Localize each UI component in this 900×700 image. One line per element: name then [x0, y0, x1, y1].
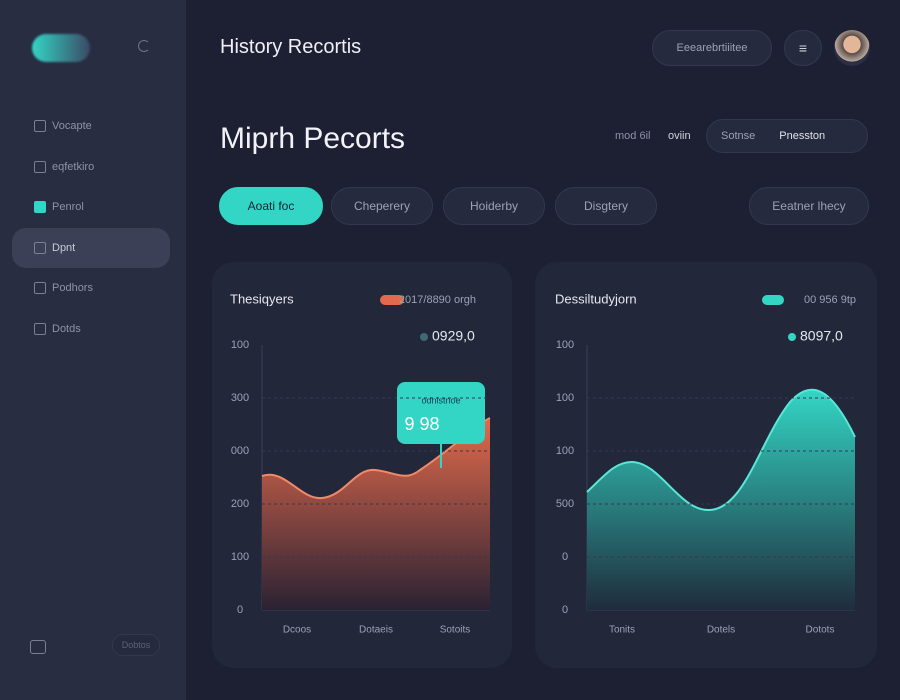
tooltip-label: odnistnoe: [421, 395, 460, 405]
filter-chip[interactable]: Cheperery: [331, 187, 433, 225]
settings-icon[interactable]: [30, 640, 46, 654]
card-title: Thesiqyers: [230, 291, 294, 306]
nav-item[interactable]: Penrol: [12, 187, 170, 227]
tab[interactable]: Sotnse: [721, 130, 756, 142]
page-title: Miprh Pecorts: [220, 122, 406, 155]
legend-label: 00 956 9tp: [804, 294, 856, 306]
line: [586, 388, 856, 512]
y-label: 100: [556, 392, 574, 404]
nav-icon: [34, 282, 46, 294]
y-label: 000: [231, 445, 249, 457]
nav-icon: [34, 201, 46, 213]
card-value: 8097,0: [800, 328, 843, 344]
menu-button[interactable]: ≡: [784, 30, 822, 66]
card-value: 0929,0: [432, 328, 475, 344]
x-label: Dotaeis: [359, 625, 393, 636]
legend-swatch: [380, 295, 404, 305]
nav-icon: [34, 120, 46, 132]
x-label: Dcoos: [283, 625, 311, 636]
sidebar: Vocapte eqfetkiro Penrol Dpnt Podhors Dotds D…: [0, 0, 186, 700]
nav-item[interactable]: Podhors: [12, 268, 170, 308]
y-label: 100: [556, 339, 574, 351]
value-dot: [420, 333, 428, 341]
legend-swatch: [762, 295, 784, 305]
collapse-icon[interactable]: [138, 40, 150, 52]
area: [262, 418, 490, 610]
nav-item[interactable]: Dotds: [12, 309, 170, 349]
area: [587, 389, 855, 610]
meta: oviin: [668, 130, 691, 142]
filter-chip[interactable]: Hoiderby: [443, 187, 545, 225]
y-label: 0: [237, 604, 243, 616]
y-label: 300: [231, 392, 249, 404]
meta: mod 6il: [615, 130, 651, 142]
tab-group: Sotnse Pnesston: [706, 119, 868, 153]
y-label: 100: [231, 551, 249, 563]
tooltip-value: 9 98: [404, 414, 439, 434]
x-label: Dotels: [707, 625, 735, 636]
x-label: Sotoits: [440, 625, 471, 636]
nav-item[interactable]: Dpnt: [12, 227, 170, 268]
nav-icon: [34, 241, 46, 254]
filter-chip[interactable]: Disgtery: [555, 187, 657, 225]
card-title: Dessiltudyjorn: [555, 291, 637, 306]
nav-item[interactable]: eqfetkiro: [12, 147, 170, 187]
nav-item[interactable]: Vocapte: [12, 106, 170, 146]
search[interactable]: Eeearebrtiiitee: [652, 30, 772, 66]
nav-icon: [34, 160, 46, 173]
filter-chip[interactable]: Aoati foc: [219, 187, 323, 225]
tab[interactable]: Pnesston: [779, 130, 826, 142]
header-title: History Recortis: [220, 36, 362, 58]
y-label: 200: [231, 498, 249, 510]
x-label: Tonits: [609, 625, 635, 636]
y-label: 500: [556, 498, 574, 510]
y-label: 100: [556, 445, 574, 457]
action-button[interactable]: Eeatner lhecy: [749, 187, 869, 225]
y-label: 100: [231, 339, 249, 351]
legend-label: 2017/8890 orgh: [399, 294, 476, 306]
logo: [32, 34, 90, 62]
avatar[interactable]: [834, 30, 870, 66]
y-label: 0: [562, 604, 568, 616]
value-dot: [788, 333, 796, 341]
nav-icon: [34, 322, 46, 335]
x-label: Dotots: [806, 625, 835, 636]
y-label: 0: [562, 551, 568, 563]
footer-button[interactable]: Dobtos: [112, 634, 160, 656]
